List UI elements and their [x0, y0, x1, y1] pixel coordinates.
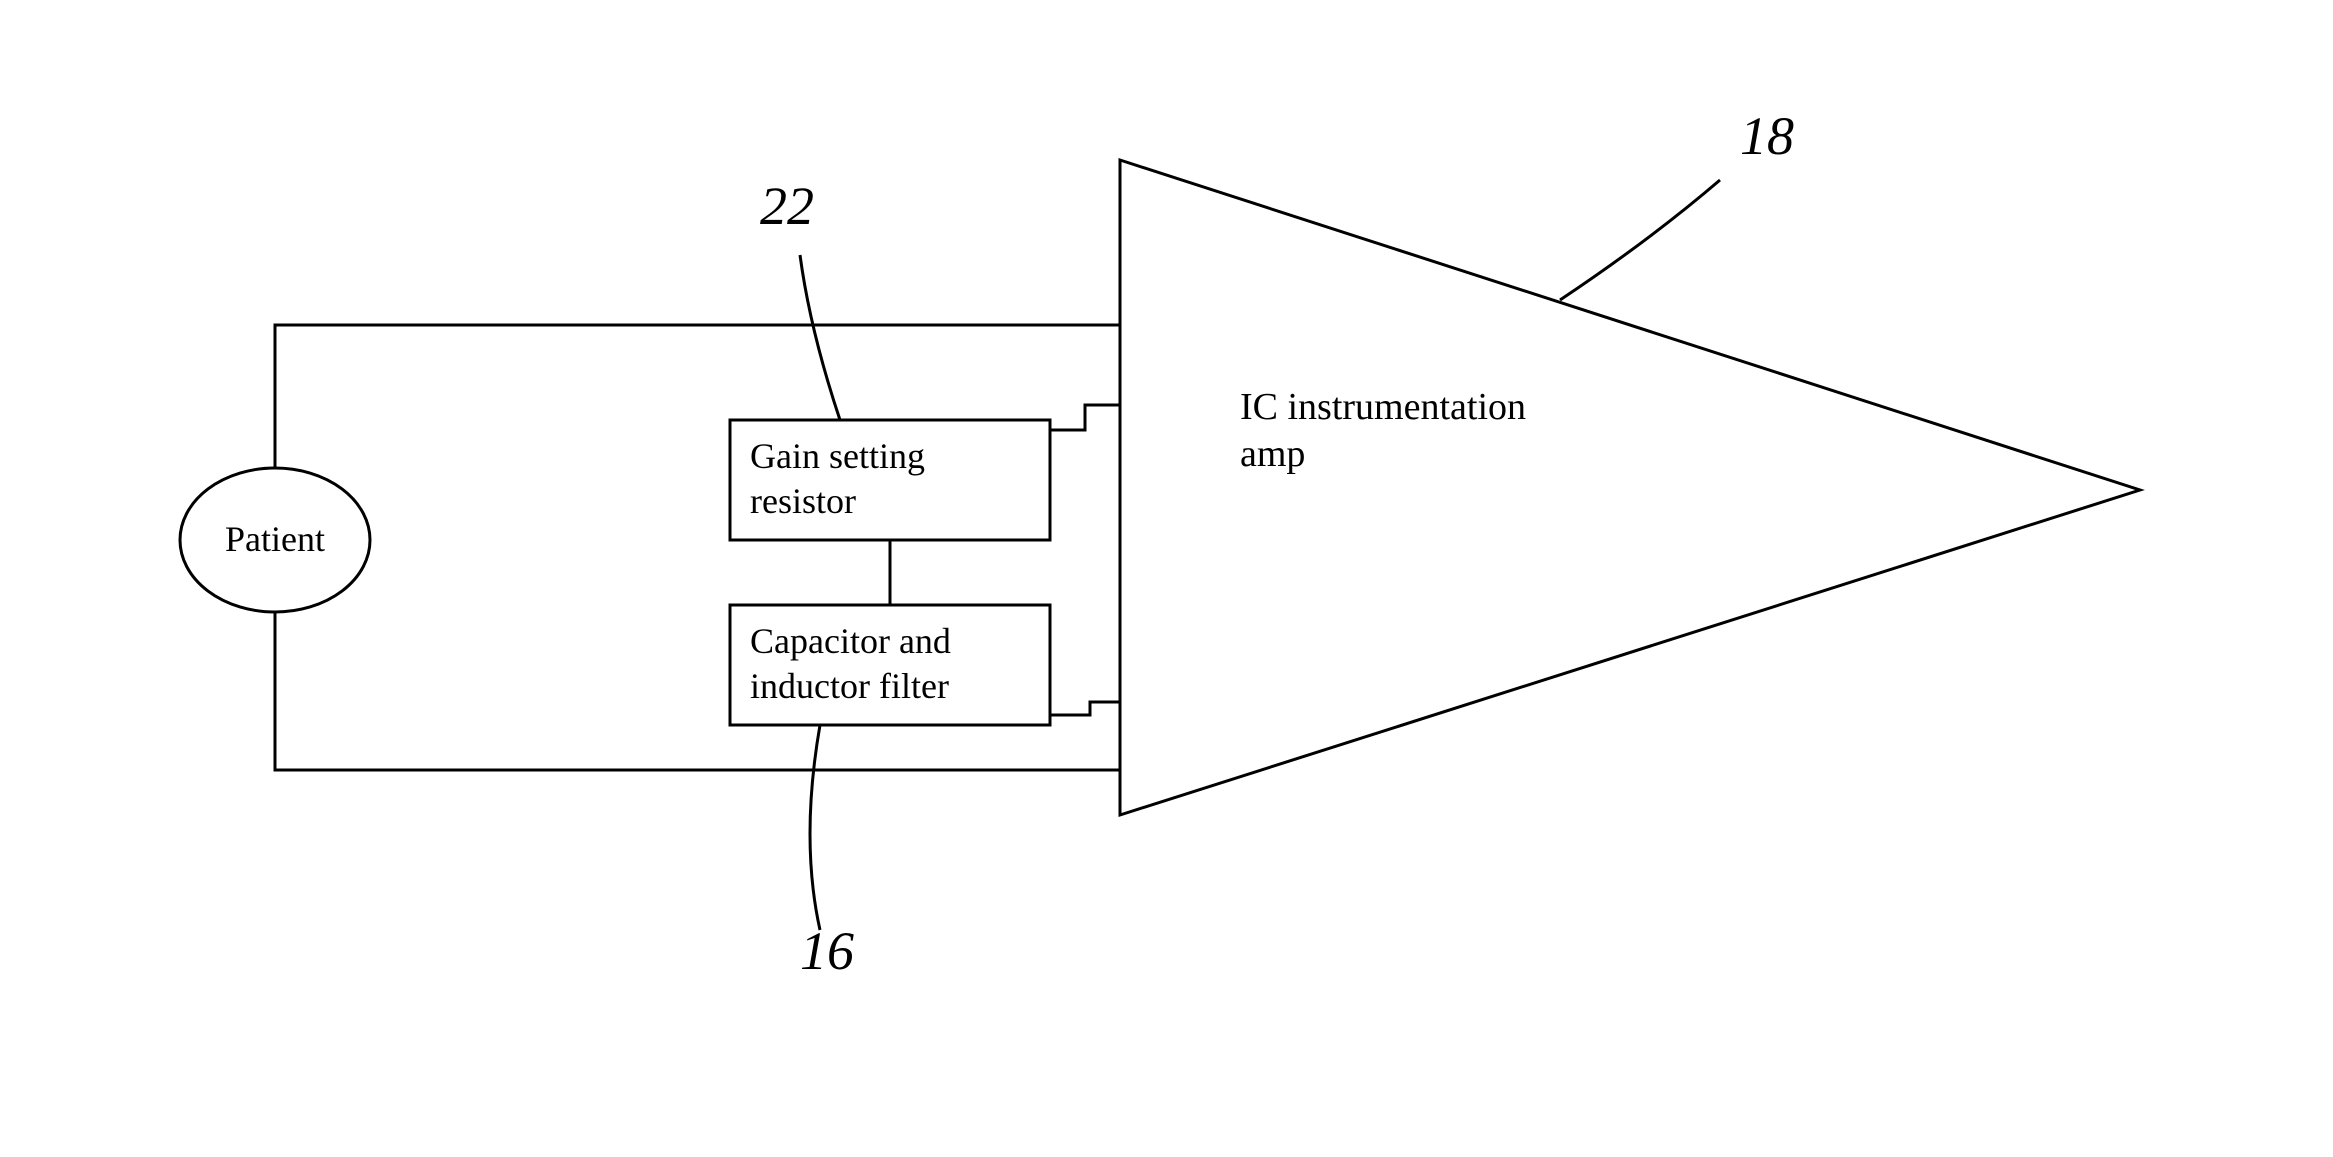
ref-label-22: 22 [760, 175, 814, 237]
capacitor-filter-label-2: inductor filter [750, 665, 949, 707]
capacitor-filter-label-1: Capacitor and [750, 620, 951, 662]
leader-16 [810, 725, 820, 930]
amplifier-label-2: amp [1240, 432, 1305, 476]
leader-22 [800, 255, 840, 420]
patient-label: Patient [225, 518, 325, 560]
amplifier-node [1120, 160, 2140, 815]
gain-resistor-label-2: resistor [750, 480, 856, 522]
wire-gain-to-amp [1050, 405, 1120, 430]
wire-cap-to-amp [1050, 702, 1120, 715]
leader-18 [1560, 180, 1720, 300]
diagram-canvas [0, 0, 2333, 1157]
gain-resistor-label-1: Gain setting [750, 435, 925, 477]
ref-label-18: 18 [1740, 105, 1794, 167]
ref-label-16: 16 [800, 920, 854, 982]
amplifier-label-1: IC instrumentation [1240, 385, 1526, 429]
